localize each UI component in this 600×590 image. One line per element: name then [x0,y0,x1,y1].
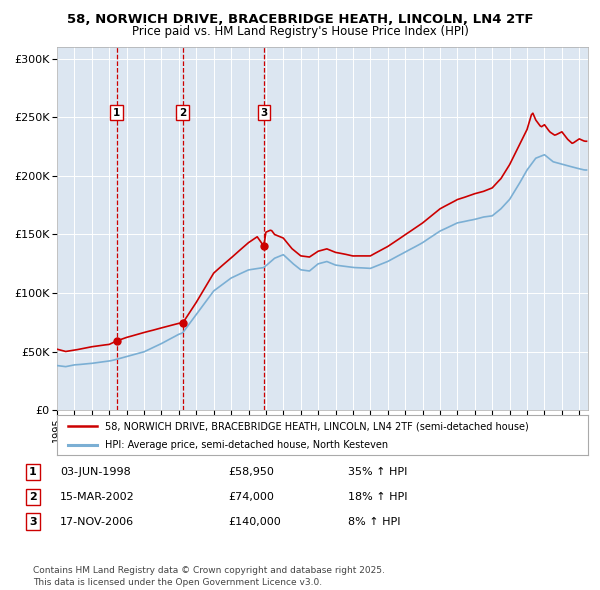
Text: 2: 2 [179,107,186,117]
Text: £74,000: £74,000 [228,492,274,502]
Text: £58,950: £58,950 [228,467,274,477]
Text: 3: 3 [260,107,268,117]
Text: 18% ↑ HPI: 18% ↑ HPI [348,492,407,502]
Text: HPI: Average price, semi-detached house, North Kesteven: HPI: Average price, semi-detached house,… [105,440,388,450]
Text: 17-NOV-2006: 17-NOV-2006 [60,517,134,526]
Text: 58, NORWICH DRIVE, BRACEBRIDGE HEATH, LINCOLN, LN4 2TF (semi-detached house): 58, NORWICH DRIVE, BRACEBRIDGE HEATH, LI… [105,421,529,431]
Text: 35% ↑ HPI: 35% ↑ HPI [348,467,407,477]
Text: 1: 1 [113,107,120,117]
Text: 58, NORWICH DRIVE, BRACEBRIDGE HEATH, LINCOLN, LN4 2TF: 58, NORWICH DRIVE, BRACEBRIDGE HEATH, LI… [67,13,533,26]
Text: 03-JUN-1998: 03-JUN-1998 [60,467,131,477]
Text: 3: 3 [29,517,37,526]
Text: 15-MAR-2002: 15-MAR-2002 [60,492,135,502]
Text: 2: 2 [29,492,37,502]
Text: 1: 1 [29,467,37,477]
Text: 8% ↑ HPI: 8% ↑ HPI [348,517,401,526]
Text: Contains HM Land Registry data © Crown copyright and database right 2025.
This d: Contains HM Land Registry data © Crown c… [33,566,385,587]
Text: £140,000: £140,000 [228,517,281,526]
Text: Price paid vs. HM Land Registry's House Price Index (HPI): Price paid vs. HM Land Registry's House … [131,25,469,38]
